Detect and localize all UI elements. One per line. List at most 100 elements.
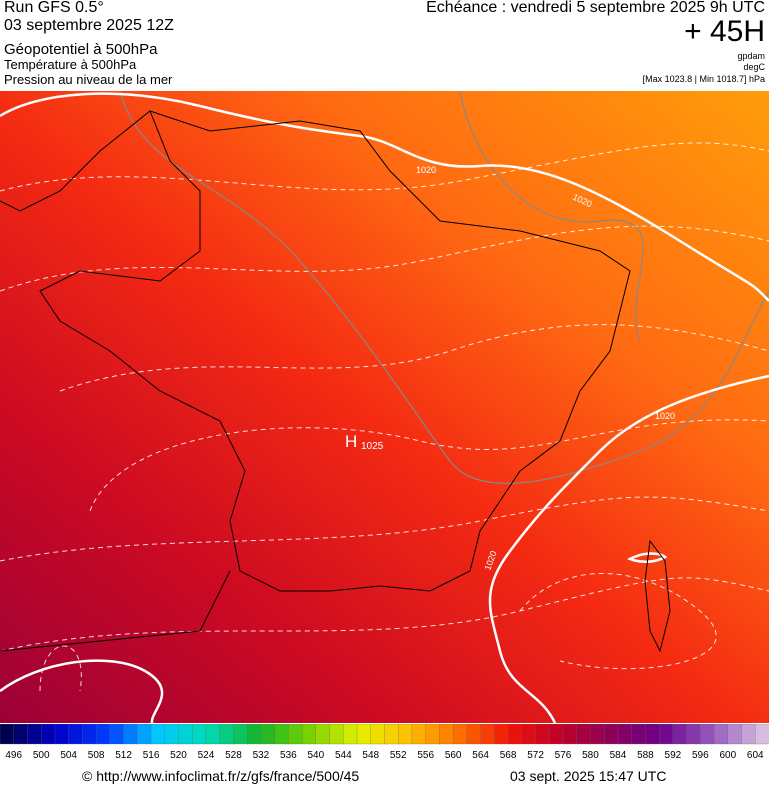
colorbar-swatch [219, 724, 235, 745]
colorbar-swatch [755, 724, 769, 745]
colorbar-label: 528 [225, 750, 242, 760]
field-label: Pression au niveau de la mer [4, 72, 173, 87]
colorbar-swatch [343, 724, 358, 745]
colorbar-swatch [137, 724, 152, 745]
colorbar-swatch [535, 724, 550, 745]
colorbar-swatch [604, 724, 619, 745]
colorbar-label: 572 [527, 750, 544, 760]
colorbar-swatch [205, 724, 221, 745]
colorbar-swatch [370, 724, 386, 745]
colorbar-swatch [631, 724, 647, 745]
lead-time: + 45H [684, 15, 765, 48]
colorbar-label: 512 [115, 750, 132, 760]
colorbar-swatch [68, 724, 84, 745]
colorbar-swatch [233, 724, 248, 745]
colorbar-swatch [192, 724, 207, 745]
unit: degC [743, 62, 765, 72]
colorbar-label: 588 [637, 750, 654, 760]
colorbar-label: 524 [198, 750, 215, 760]
colorbar-swatch [439, 724, 454, 745]
colorbar-swatch [260, 724, 276, 745]
unit: gpdam [737, 51, 765, 61]
colorbar-swatch [686, 724, 701, 745]
colorbar-label: 540 [307, 750, 324, 760]
colorbar: 496 500 504 508 512 516 520 524 528 532 536 540 544 5… [0, 724, 769, 760]
colorbar-swatch [164, 724, 180, 745]
colorbar-swatch [466, 724, 482, 745]
colorbar-swatch [95, 724, 111, 745]
colorbar-label: 520 [170, 750, 187, 760]
colorbar-swatch [82, 724, 97, 745]
colorbar-swatch [0, 724, 15, 745]
field-label: Température à 500hPa [4, 57, 137, 72]
colorbar-swatch [590, 724, 605, 745]
colorbar-swatch [658, 724, 674, 745]
colorbar-label: 576 [555, 750, 572, 760]
colorbar-label: 556 [417, 750, 434, 760]
colorbar-swatch [645, 724, 660, 745]
england-coast [0, 110, 151, 212]
colorbar-swatch [54, 724, 70, 745]
colorbar-swatch [150, 724, 166, 745]
timestamp: 03 sept. 2025 15:47 UTC [510, 768, 667, 784]
colorbar-label: 596 [692, 750, 709, 760]
colorbar-label: 600 [719, 750, 736, 760]
colorbar-swatch [41, 724, 56, 745]
colorbar-swatch [507, 724, 523, 745]
geopotential-contours [0, 142, 769, 692]
colorbar-swatch [411, 724, 427, 745]
colorbar-label: 560 [445, 750, 462, 760]
forecast-time: Echéance : vendredi 5 septembre 2025 9h … [426, 0, 765, 16]
colorbar-swatch [247, 724, 262, 745]
colorbar-swatch [521, 724, 537, 745]
colorbar-swatch [549, 724, 564, 745]
high-pressure-marker: H [345, 432, 357, 451]
colorbar-label: 532 [253, 750, 270, 760]
colorbar-swatch [617, 724, 633, 745]
run-date: 03 septembre 2025 12Z [4, 17, 174, 34]
colorbar-swatch [453, 724, 468, 745]
colorbar-swatch [27, 724, 42, 745]
colorbar-swatch [700, 724, 715, 745]
map: 1020 1020 1020 1020 H 1025 [0, 91, 769, 723]
colorbar-swatch [301, 724, 317, 745]
high-pressure-value: 1025 [361, 441, 384, 452]
colorbar-swatch [13, 724, 29, 745]
colorbar-label: 564 [472, 750, 489, 760]
colorbar-swatch [494, 724, 509, 745]
source-url: © http://www.infoclimat.fr/z/gfs/france/… [82, 768, 360, 784]
colorbar-swatch [398, 724, 413, 745]
colorbar-swatch [480, 724, 496, 745]
colorbar-swatch [713, 724, 729, 745]
corsica [644, 539, 671, 653]
colorbar-swatch [741, 724, 756, 745]
colorbar-label: 604 [747, 750, 764, 760]
colorbar-swatch [576, 724, 592, 745]
colorbar-swatch [109, 724, 125, 745]
isobars [0, 92, 769, 723]
colorbar-swatch [356, 724, 372, 745]
colorbar-swatch [178, 724, 193, 745]
colorbar-swatch [315, 724, 331, 745]
colorbar-label: 504 [60, 750, 77, 760]
field-label: Géopotentiel à 500hPa [4, 41, 158, 58]
colorbar-swatch [562, 724, 578, 745]
colorbar-swatch [329, 724, 344, 745]
colorbar-swatch [288, 724, 303, 745]
colorbar-swatch [672, 724, 688, 745]
colorbar-label: 592 [665, 750, 682, 760]
france-outline [39, 110, 631, 592]
colorbar-label: 516 [143, 750, 160, 760]
colorbar-label: 552 [390, 750, 407, 760]
colorbar-swatch [425, 724, 441, 745]
colorbar-label: 568 [500, 750, 517, 760]
temperature-contours [119, 91, 769, 484]
colorbar-label: 508 [88, 750, 105, 760]
colorbar-label: 496 [5, 750, 22, 760]
run-label: Run GFS 0.5° [4, 0, 104, 16]
spain-coast [0, 570, 231, 652]
colorbar-label: 584 [610, 750, 627, 760]
colorbar-swatch [727, 724, 743, 745]
isobar-label: 1020 [655, 411, 675, 421]
